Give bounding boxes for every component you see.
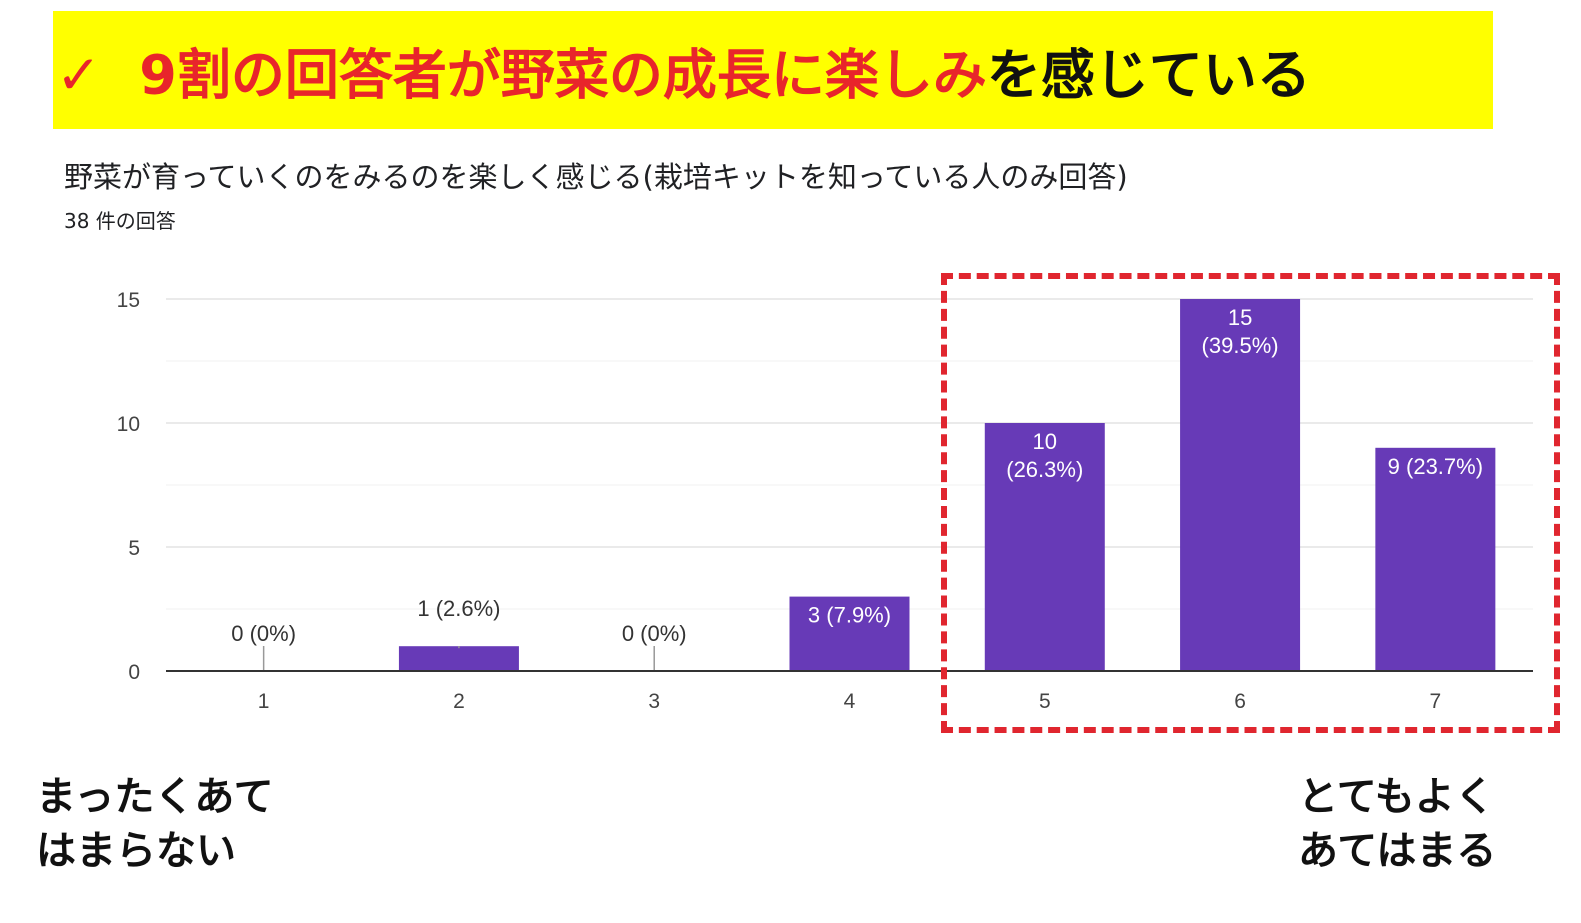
x-tick-label: 1 — [258, 690, 270, 713]
response-count: 38 件の回答 — [64, 209, 176, 233]
data-label: 15 — [1228, 305, 1252, 330]
bar — [789, 596, 910, 671]
x-tick-label: 6 — [1234, 690, 1246, 713]
data-label: 9 (23.7%) — [1388, 454, 1483, 479]
scale-label-low-line2: はまらない — [36, 828, 236, 874]
scale-label-high-line1: とてもよく — [1298, 774, 1495, 820]
data-label: 3 (7.9%) — [808, 603, 891, 628]
question-title: 野菜が育っていくのをみるのを楽しく感じる(栽培キットを知っている人のみ回答) — [64, 160, 1128, 194]
y-tick-label: 10 — [117, 413, 140, 436]
x-tick-label: 2 — [453, 690, 465, 713]
bar — [1375, 447, 1496, 671]
check-icon: ✓ — [56, 43, 102, 107]
data-label: 0 (0%) — [231, 621, 296, 646]
data-label: 10 — [1033, 429, 1057, 454]
bar — [984, 423, 1105, 671]
x-tick-label: 5 — [1039, 690, 1051, 713]
headline-red-text: 9割の回答者が野菜の成長に楽しみ — [139, 43, 987, 107]
data-label: (26.3%) — [1006, 457, 1083, 482]
y-tick-label: 15 — [117, 289, 140, 312]
x-tick-label: 3 — [648, 690, 660, 713]
y-tick-label: 5 — [128, 537, 140, 560]
headline-banner: ✓ 9割の回答者が野菜の成長に楽しみを感じている — [53, 11, 1493, 129]
y-tick-label: 0 — [128, 661, 140, 684]
scale-label-low-line1: まったくあて — [36, 774, 274, 820]
data-label: 0 (0%) — [622, 621, 687, 646]
x-tick-label: 4 — [844, 690, 856, 713]
bar — [1180, 299, 1301, 671]
headline-black-text: を感じている — [986, 43, 1311, 107]
scale-label-high: とてもよく あてはまる — [1298, 770, 1496, 878]
scale-label-high-line2: あてはまる — [1298, 828, 1497, 874]
headline-text: ✓ 9割の回答者が野菜の成長に楽しみを感じている — [56, 31, 1311, 110]
bar — [398, 646, 519, 671]
scale-label-low: まったくあて はまらない — [36, 770, 274, 878]
data-label: 1 (2.6%) — [417, 596, 500, 621]
x-tick-label: 7 — [1430, 690, 1442, 713]
data-label: (39.5%) — [1202, 333, 1279, 358]
